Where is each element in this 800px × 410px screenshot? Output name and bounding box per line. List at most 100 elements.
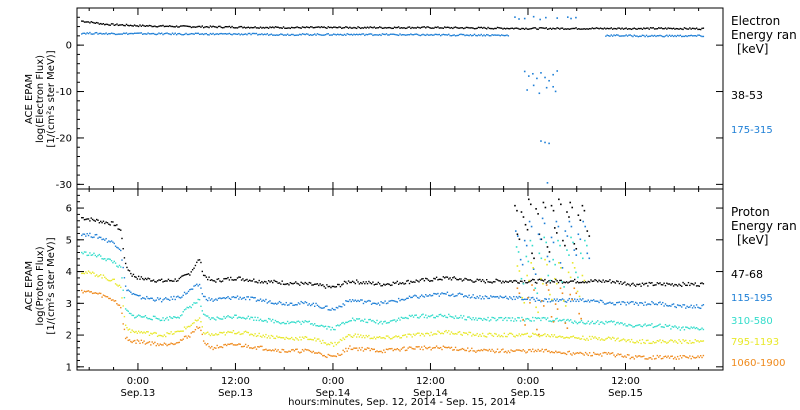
proton-point xyxy=(641,338,644,341)
proton-point xyxy=(637,355,640,357)
proton-point xyxy=(469,349,472,352)
proton-point xyxy=(517,282,519,284)
proton-point xyxy=(416,280,419,282)
proton-point xyxy=(297,302,300,304)
electron-point xyxy=(156,33,159,35)
proton-burst-point xyxy=(530,262,533,264)
proton-point xyxy=(636,356,638,358)
proton-point xyxy=(484,295,487,297)
electron-point xyxy=(621,35,623,37)
proton-point xyxy=(244,318,247,320)
proton-point xyxy=(640,356,642,358)
proton-point xyxy=(357,299,359,302)
proton-point xyxy=(613,320,615,323)
proton-point xyxy=(187,335,190,337)
proton-point xyxy=(530,297,533,299)
proton-point xyxy=(240,298,243,300)
proton-burst-point xyxy=(556,308,559,310)
proton-point xyxy=(645,358,648,360)
proton-point xyxy=(308,320,310,323)
electron-point xyxy=(588,27,591,30)
electron-point xyxy=(668,27,671,30)
proton-point xyxy=(496,335,499,338)
proton-point xyxy=(123,296,126,299)
proton-point xyxy=(122,305,124,307)
electron-point xyxy=(217,25,220,28)
proton-point xyxy=(277,282,279,284)
proton-point xyxy=(487,316,489,319)
proton-point xyxy=(166,332,168,334)
proton-point xyxy=(507,298,510,300)
proton-point xyxy=(546,317,549,319)
proton-point xyxy=(319,352,321,354)
proton-point xyxy=(97,219,99,221)
proton-point xyxy=(393,336,396,338)
proton-point xyxy=(108,297,110,300)
proton-point xyxy=(510,280,512,282)
proton-point xyxy=(468,331,470,334)
proton-point xyxy=(383,336,385,339)
electron-point xyxy=(507,35,510,37)
proton-point xyxy=(338,354,340,356)
proton-point xyxy=(502,319,504,322)
electron-point xyxy=(467,34,469,36)
proton-point xyxy=(456,349,458,351)
proton-point xyxy=(223,331,225,333)
electron-point xyxy=(296,34,298,36)
electron-point xyxy=(86,21,88,23)
proton-point xyxy=(181,314,183,316)
proton-point xyxy=(189,288,191,291)
electron-point xyxy=(504,28,507,30)
proton-point xyxy=(396,319,399,321)
proton-point xyxy=(322,284,324,286)
electron-point xyxy=(495,34,497,36)
proton-point xyxy=(303,302,305,305)
proton-point xyxy=(235,279,237,281)
proton-point xyxy=(476,350,478,352)
proton-point xyxy=(561,298,564,300)
proton-point xyxy=(511,350,514,352)
proton-point xyxy=(456,294,458,297)
electron-point xyxy=(609,27,611,30)
proton-point xyxy=(305,349,308,351)
proton-point xyxy=(304,301,306,303)
electron-point xyxy=(248,32,251,35)
proton-point xyxy=(319,306,321,309)
proton-point xyxy=(225,316,228,318)
electron-point xyxy=(648,28,650,30)
proton-point xyxy=(221,280,224,282)
proton-point xyxy=(414,348,416,350)
proton-point xyxy=(377,351,380,353)
proton-point xyxy=(530,320,533,322)
proton-point xyxy=(113,300,115,302)
proton-point xyxy=(163,319,166,322)
proton-point xyxy=(374,338,377,340)
proton-point xyxy=(697,306,699,309)
proton-point xyxy=(93,219,95,222)
electron-point xyxy=(445,34,447,36)
proton-point xyxy=(160,344,163,346)
proton-point xyxy=(517,349,519,351)
proton-point xyxy=(626,283,629,285)
proton-point xyxy=(191,304,194,306)
proton-point xyxy=(662,357,664,360)
proton-burst-point xyxy=(552,321,555,323)
proton-point xyxy=(112,299,114,301)
proton-burst-point xyxy=(563,286,565,288)
proton-point xyxy=(480,349,482,351)
electron-point xyxy=(603,27,606,29)
electron-point xyxy=(204,26,206,28)
proton-point xyxy=(419,334,422,337)
proton-point xyxy=(108,279,110,282)
proton-point xyxy=(487,333,489,335)
proton-point xyxy=(208,316,210,319)
proton-point xyxy=(641,282,644,284)
proton-point xyxy=(602,352,604,354)
electron-point xyxy=(265,26,267,29)
electron-point xyxy=(305,33,308,35)
proton-point xyxy=(592,280,595,282)
electron-point xyxy=(124,32,126,35)
proton-point xyxy=(399,337,401,339)
electron-point xyxy=(410,27,412,30)
proton-point xyxy=(527,349,530,351)
